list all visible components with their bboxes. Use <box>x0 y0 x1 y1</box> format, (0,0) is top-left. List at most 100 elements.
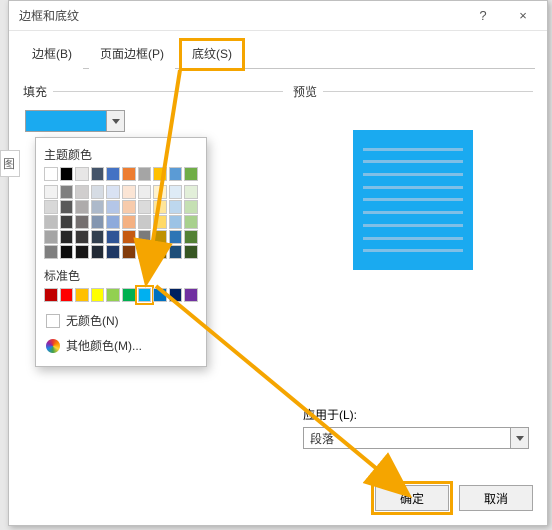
theme-color-row <box>44 200 198 214</box>
theme-color-cell[interactable] <box>138 200 152 214</box>
theme-color-cell[interactable] <box>169 167 183 181</box>
theme-color-cell[interactable] <box>91 215 105 229</box>
fill-color-combo[interactable] <box>25 110 125 132</box>
theme-color-cell[interactable] <box>153 185 167 199</box>
preview-line <box>363 237 463 240</box>
theme-color-cell[interactable] <box>60 230 74 244</box>
theme-color-row <box>44 215 198 229</box>
theme-color-cell[interactable] <box>122 215 136 229</box>
theme-color-cell[interactable] <box>106 230 120 244</box>
dialog-title: 边框和底纹 <box>19 7 463 24</box>
standard-color-cell[interactable] <box>106 288 120 302</box>
borders-shading-dialog: 边框和底纹 ? × 边框(B) 页面边框(P) 底纹(S) 填充 预览 <box>8 0 548 526</box>
theme-color-cell[interactable] <box>91 200 105 214</box>
theme-color-cell[interactable] <box>44 230 58 244</box>
theme-color-cell[interactable] <box>91 167 105 181</box>
theme-color-cell[interactable] <box>44 167 58 181</box>
preview-label-text: 预览 <box>293 83 317 100</box>
theme-color-cell[interactable] <box>122 200 136 214</box>
theme-color-cell[interactable] <box>60 245 74 259</box>
theme-color-cell[interactable] <box>169 230 183 244</box>
no-color-label: 无颜色(N) <box>66 312 119 329</box>
theme-color-cell[interactable] <box>60 200 74 214</box>
theme-color-cell[interactable] <box>60 185 74 199</box>
theme-color-cell[interactable] <box>106 200 120 214</box>
standard-color-cell[interactable] <box>60 288 74 302</box>
theme-color-cell[interactable] <box>153 167 167 181</box>
theme-color-cell[interactable] <box>184 245 198 259</box>
standard-color-cell[interactable] <box>184 288 198 302</box>
theme-color-cell[interactable] <box>138 167 152 181</box>
theme-color-cell[interactable] <box>153 215 167 229</box>
theme-color-cell[interactable] <box>184 167 198 181</box>
fill-swatch <box>26 111 106 131</box>
theme-color-cell[interactable] <box>122 230 136 244</box>
theme-color-cell[interactable] <box>106 167 120 181</box>
apply-to-dropdown-button[interactable] <box>510 428 528 448</box>
theme-color-cell[interactable] <box>184 230 198 244</box>
theme-color-cell[interactable] <box>75 185 89 199</box>
cropped-side-label: 图 <box>0 150 20 177</box>
theme-color-cell[interactable] <box>75 230 89 244</box>
theme-color-cell[interactable] <box>122 245 136 259</box>
tab-page-border[interactable]: 页面边框(P) <box>89 40 175 69</box>
theme-color-cell[interactable] <box>91 230 105 244</box>
theme-color-cell[interactable] <box>44 215 58 229</box>
theme-color-cell[interactable] <box>75 167 89 181</box>
theme-color-cell[interactable] <box>169 245 183 259</box>
cancel-button[interactable]: 取消 <box>459 485 533 511</box>
theme-color-cell[interactable] <box>75 215 89 229</box>
theme-color-cell[interactable] <box>91 185 105 199</box>
theme-color-cell[interactable] <box>106 215 120 229</box>
more-colors-label: 其他颜色(M)... <box>66 337 142 354</box>
theme-color-cell[interactable] <box>169 200 183 214</box>
color-dropdown-panel: 主题颜色 标准色 无颜色(N) 其他颜色(M)... <box>35 137 207 367</box>
theme-color-cell[interactable] <box>169 185 183 199</box>
theme-color-cell[interactable] <box>75 245 89 259</box>
more-colors-action[interactable]: 其他颜色(M)... <box>44 333 198 358</box>
theme-color-cell[interactable] <box>91 245 105 259</box>
theme-color-cell[interactable] <box>153 230 167 244</box>
ok-button[interactable]: 确定 <box>375 485 449 511</box>
standard-color-cell[interactable] <box>138 288 152 302</box>
theme-color-row <box>44 230 198 244</box>
theme-color-cell[interactable] <box>122 185 136 199</box>
theme-color-cell[interactable] <box>44 185 58 199</box>
theme-color-cell[interactable] <box>184 200 198 214</box>
close-button[interactable]: × <box>503 1 543 31</box>
standard-color-cell[interactable] <box>75 288 89 302</box>
standard-color-cell[interactable] <box>44 288 58 302</box>
theme-color-cell[interactable] <box>138 230 152 244</box>
no-color-action[interactable]: 无颜色(N) <box>44 308 198 333</box>
fill-label-rule <box>53 91 283 92</box>
theme-color-cell[interactable] <box>106 245 120 259</box>
preview-line <box>363 148 463 151</box>
standard-color-cell[interactable] <box>91 288 105 302</box>
theme-color-cell[interactable] <box>138 185 152 199</box>
theme-color-cell[interactable] <box>106 185 120 199</box>
preview-group-label: 预览 <box>293 83 533 100</box>
theme-color-cell[interactable] <box>122 167 136 181</box>
tab-border[interactable]: 边框(B) <box>21 40 83 69</box>
theme-color-cell[interactable] <box>138 245 152 259</box>
help-button[interactable]: ? <box>463 1 503 31</box>
theme-color-cell[interactable] <box>44 200 58 214</box>
tab-shading[interactable]: 底纹(S) <box>181 40 243 69</box>
theme-color-cell[interactable] <box>60 167 74 181</box>
theme-color-cell[interactable] <box>44 245 58 259</box>
theme-color-cell[interactable] <box>60 215 74 229</box>
theme-color-cell[interactable] <box>75 200 89 214</box>
standard-color-cell[interactable] <box>153 288 167 302</box>
theme-color-cell[interactable] <box>184 185 198 199</box>
theme-color-cell[interactable] <box>138 215 152 229</box>
theme-color-cell[interactable] <box>169 215 183 229</box>
theme-color-cell[interactable] <box>153 245 167 259</box>
fill-dropdown-button[interactable] <box>106 111 124 131</box>
standard-color-cell[interactable] <box>169 288 183 302</box>
chevron-down-icon <box>112 119 120 124</box>
standard-color-cell[interactable] <box>122 288 136 302</box>
apply-to-value: 段落 <box>304 428 510 448</box>
theme-color-cell[interactable] <box>153 200 167 214</box>
apply-to-combo[interactable]: 段落 <box>303 427 529 449</box>
theme-color-cell[interactable] <box>184 215 198 229</box>
